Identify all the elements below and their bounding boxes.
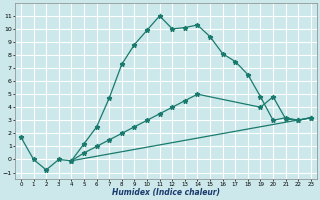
X-axis label: Humidex (Indice chaleur): Humidex (Indice chaleur) — [112, 188, 220, 197]
